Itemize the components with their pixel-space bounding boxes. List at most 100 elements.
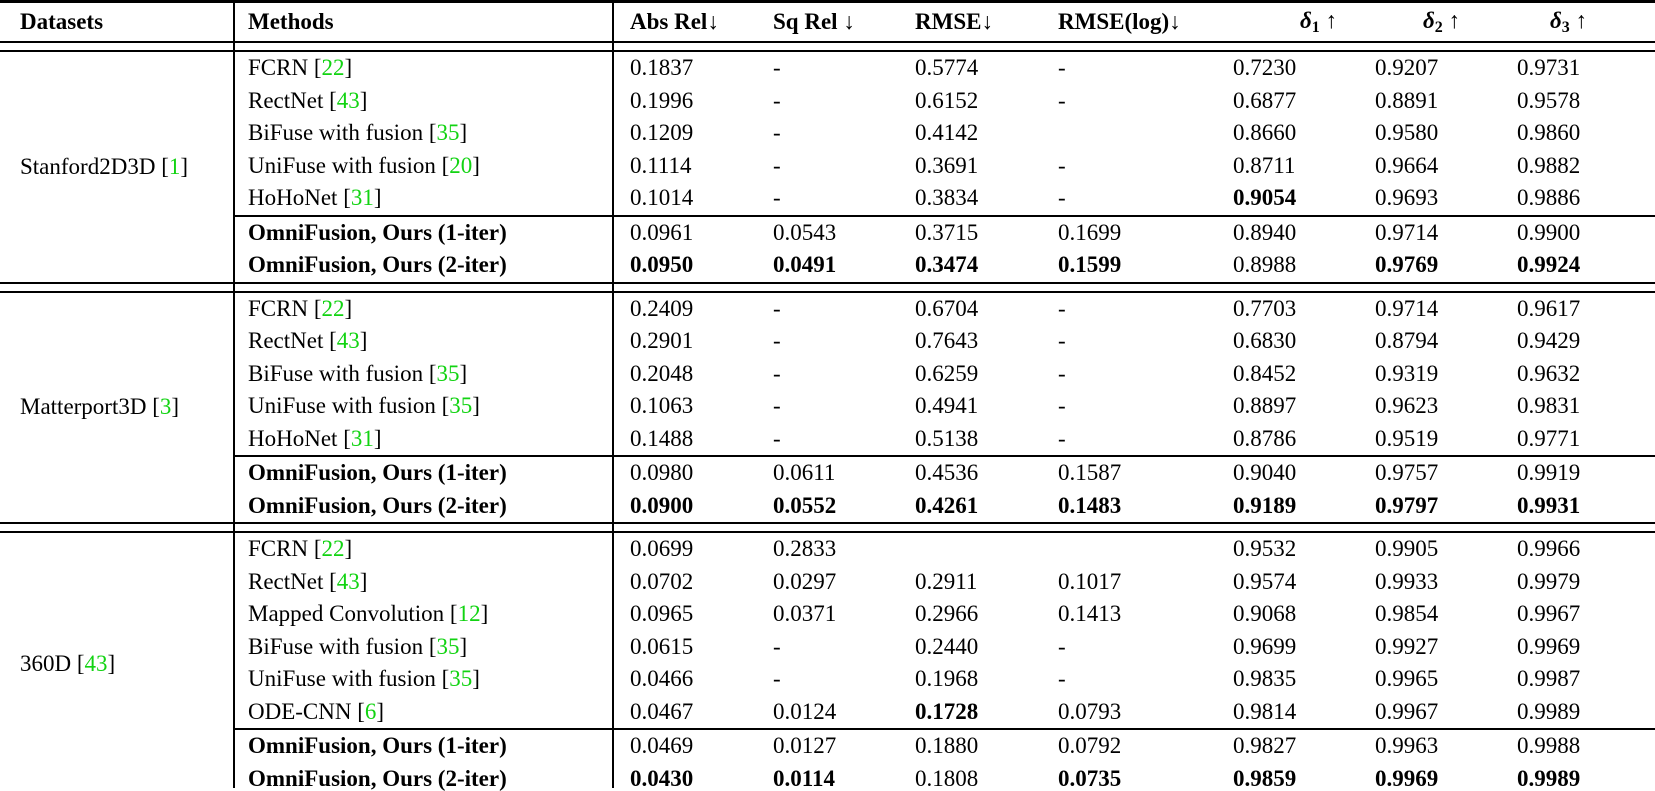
metric-value: 0.9886	[1517, 185, 1581, 211]
metric-cell: 0.2048	[612, 361, 755, 387]
dataset-label: Matterport3D [3]	[0, 394, 233, 420]
citation-link[interactable]: 12	[457, 601, 481, 627]
metric-cell: -	[755, 328, 897, 354]
metric-cell: 0.0950	[612, 252, 755, 278]
metric-value: 0.8711	[1233, 152, 1296, 178]
table-row-ours: OmniFusion, Ours (2-iter) 0.0950 0.0491 0.3…	[0, 249, 1655, 282]
header-label: RMSE	[915, 9, 982, 34]
metric-cell: 0.6152	[897, 88, 1040, 114]
citation-link[interactable]: 1	[168, 153, 181, 179]
metric-cell: 0.0965	[612, 601, 755, 627]
metric-value: 0.0900	[630, 492, 694, 518]
metric-value: 0.0467	[630, 698, 694, 724]
metric-value: 0.0127	[773, 733, 837, 759]
metric-cell: 0.4261	[897, 493, 1040, 519]
table-row: RectNet [43] 0.0702 0.0297 0.2911 0.1017 0.95…	[0, 566, 1655, 599]
metric-value: 0.4261	[915, 492, 979, 518]
metric-value: 0.1808	[915, 765, 979, 791]
metric-cell: 0.9532	[1215, 536, 1357, 562]
citation-link[interactable]: 35	[449, 666, 473, 692]
metric-value: 0.9429	[1517, 328, 1581, 354]
citation-bracket-close: ]	[344, 55, 353, 81]
method-cell: BiFuse with fusion [35]	[233, 120, 612, 146]
metric-cell: 0.9924	[1499, 252, 1655, 278]
citation-link[interactable]: 43	[336, 568, 360, 594]
metric-cell: 0.9040	[1215, 460, 1357, 486]
citation-bracket-open: [	[441, 393, 450, 419]
method-cell: Mapped Convolution [12]	[233, 601, 612, 627]
dataset-name: Matterport3D	[20, 394, 147, 420]
metric-value: 0.8660	[1233, 120, 1297, 146]
metric-cell: 0.8897	[1215, 393, 1357, 419]
citation-bracket-close: ]	[359, 328, 368, 354]
citation-link[interactable]: 43	[336, 328, 360, 354]
method-name: OmniFusion, Ours (2-iter)	[248, 765, 507, 791]
citation-link[interactable]: 22	[321, 295, 345, 321]
method-cell: RectNet [43]	[233, 569, 612, 595]
citation-link[interactable]: 22	[321, 55, 345, 81]
metric-value: 0.9769	[1375, 252, 1439, 278]
metric-cell: 0.9988	[1499, 733, 1655, 759]
metric-value: 0.1837	[630, 55, 694, 81]
metric-value: 0.0792	[1058, 733, 1122, 759]
method-cell: FCRN [22]	[233, 296, 612, 322]
metric-value: 0.9319	[1375, 360, 1439, 386]
datasets-methods-divider	[233, 3, 235, 788]
metric-cell: 0.4941	[897, 393, 1040, 419]
metric-cell: -	[755, 296, 897, 322]
metric-value: 0.9900	[1517, 219, 1581, 245]
table-row-ours: OmniFusion, Ours (1-iter) 0.0469 0.0127 0.1…	[0, 730, 1655, 763]
up-arrow-icon: ↑	[1325, 7, 1338, 33]
citation-bracket-close: ]	[344, 536, 353, 562]
citation-link[interactable]: 31	[350, 185, 374, 211]
metric-cell: 0.5774	[897, 55, 1040, 81]
citation-bracket-close: ]	[459, 633, 468, 659]
metric-cell: 0.0466	[612, 666, 755, 692]
metric-value: 0.1063	[630, 393, 694, 419]
metric-value: 0.0371	[773, 601, 837, 627]
header-label: Datasets	[20, 9, 104, 34]
metric-cell: 0.7643	[897, 328, 1040, 354]
down-arrow-icon: ↓	[843, 9, 855, 34]
metric-value: -	[1058, 328, 1066, 354]
metric-cell: -	[1040, 328, 1215, 354]
citation-link[interactable]: 31	[350, 425, 374, 451]
metric-value: 0.1114	[630, 152, 692, 178]
citation-bracket-close: ]	[472, 152, 480, 178]
citation-link[interactable]: 43	[336, 87, 360, 113]
metric-value: 0.9617	[1517, 295, 1581, 321]
method-cell: FCRN [22]	[233, 55, 612, 81]
citation-link[interactable]: 6	[364, 698, 377, 724]
citation-link[interactable]: 22	[321, 536, 345, 562]
citation-link[interactable]: 43	[84, 651, 108, 676]
citation-bracket-close: ]	[344, 295, 353, 321]
citation-link[interactable]: 35	[436, 360, 460, 386]
citation-bracket-close: ]	[376, 698, 385, 724]
citation-bracket-close: ]	[107, 651, 116, 676]
header-cell-delta3: δ3 ↑	[1499, 8, 1655, 37]
method-cell: RectNet [43]	[233, 328, 612, 354]
metric-cell: 0.0297	[755, 569, 897, 595]
citation-link[interactable]: 35	[436, 633, 460, 659]
metric-cell: 0.0552	[755, 493, 897, 519]
metric-cell: 0.8988	[1215, 252, 1357, 278]
citation-link[interactable]: 35	[436, 120, 460, 146]
metric-value: 0.9987	[1517, 666, 1581, 692]
metric-cell: 0.0702	[612, 569, 755, 595]
table-row: BiFuse with fusion [35] 0.2048 - 0.6259 - 0.8…	[0, 358, 1655, 391]
metric-cell: -	[1040, 185, 1215, 211]
metric-value: 0.3834	[915, 185, 979, 211]
citation-link[interactable]: 35	[449, 393, 473, 419]
metric-cell: 0.6259	[897, 361, 1040, 387]
metric-cell: 0.4536	[897, 460, 1040, 486]
metric-value: 0.0793	[1058, 698, 1122, 724]
metric-value: 0.9860	[1517, 120, 1581, 146]
table-row: UniFuse with fusion [20] 0.1114 - 0.3691 - 0.…	[0, 150, 1655, 183]
citation-link[interactable]: 20	[449, 152, 473, 178]
method-cell: UniFuse with fusion [20]	[233, 153, 612, 179]
metric-cell: 0.0792	[1040, 733, 1215, 759]
method-cell: FCRN [22]	[233, 536, 612, 562]
citation-link[interactable]: 3	[159, 394, 172, 420]
metric-value: 0.9927	[1375, 633, 1439, 659]
metric-value: 0.0491	[773, 252, 837, 278]
